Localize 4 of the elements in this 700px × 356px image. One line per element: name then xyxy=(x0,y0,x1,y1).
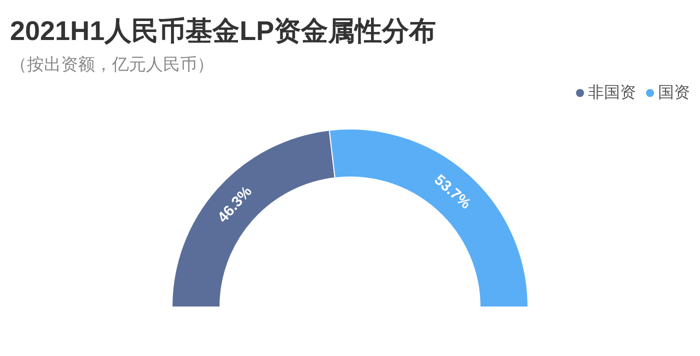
legend-label: 非国资 xyxy=(588,84,636,102)
chart-title: 2021H1人民币基金LP资金属性分布 xyxy=(10,16,436,46)
chart-subtitle: （按出资额，亿元人民币） xyxy=(10,55,214,74)
legend-label: 国资 xyxy=(658,84,690,102)
